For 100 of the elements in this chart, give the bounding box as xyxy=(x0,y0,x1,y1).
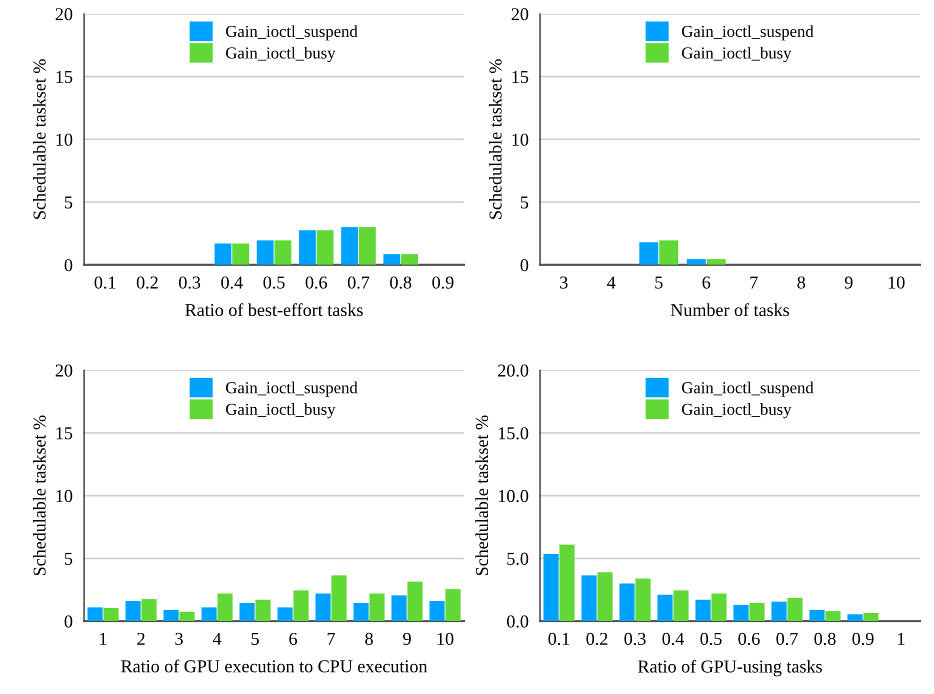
bar xyxy=(383,254,400,265)
bar xyxy=(407,582,423,622)
x-tick-label: 0.9 xyxy=(432,276,454,289)
legend-label: Gain_ioctl_busy xyxy=(682,403,792,418)
x-tick-label: 9 xyxy=(844,276,853,289)
x-tick-label: 0.6 xyxy=(738,632,760,646)
x-tick-label: 7 xyxy=(750,276,758,288)
y-tick-label: 15 xyxy=(56,70,72,84)
bar xyxy=(255,600,271,622)
x-tick-label: 0.6 xyxy=(306,276,328,289)
x-tick-label: 6 xyxy=(289,632,298,645)
bar xyxy=(256,240,274,265)
bar xyxy=(657,594,673,622)
y-tick-label: 5 xyxy=(64,196,72,209)
bar xyxy=(635,578,651,622)
bar xyxy=(863,612,879,622)
x-tick-label: 0.5 xyxy=(700,632,722,646)
bar xyxy=(581,575,597,622)
y-tick-label: 15 xyxy=(512,70,528,84)
bar xyxy=(274,240,292,265)
bar xyxy=(559,544,575,622)
y-tick-label: 5 xyxy=(64,552,72,565)
x-tick-label: 8 xyxy=(797,276,806,289)
legend-label: Gain_ioctl_suspend xyxy=(682,382,814,397)
x-tick-label: 3 xyxy=(560,276,568,289)
bar xyxy=(103,608,119,622)
bar xyxy=(179,612,195,622)
bar xyxy=(619,583,635,622)
x-tick-label: 8 xyxy=(365,632,373,645)
y-tick-label: 20 xyxy=(56,364,72,377)
x-tick-label: 10 xyxy=(888,276,905,289)
y-tick-label: 10 xyxy=(512,134,528,146)
bar xyxy=(543,554,559,622)
bar xyxy=(316,230,334,265)
bar xyxy=(331,575,347,622)
x-tick-label: 0.8 xyxy=(814,632,836,646)
x-tick-label: 10 xyxy=(438,632,454,645)
bar xyxy=(809,610,825,622)
x-tick-label: 0.5 xyxy=(263,276,285,289)
bar xyxy=(232,243,250,265)
x-tick-label: 6 xyxy=(702,276,710,289)
x-tick-label: 5 xyxy=(252,632,259,645)
y-tick-label: 15.0 xyxy=(498,427,528,440)
x-tick-label: 0.1 xyxy=(548,632,570,646)
x-tick-label: 2 xyxy=(137,632,145,645)
x-tick-label: 0.1 xyxy=(94,276,116,289)
bar xyxy=(706,259,726,265)
legend-label: Gain_ioctl_busy xyxy=(226,403,336,418)
x-tick-label: 0.2 xyxy=(136,276,158,289)
x-tick-label: 5 xyxy=(655,276,663,289)
bar xyxy=(125,601,141,622)
y-tick-label: 20.0 xyxy=(498,364,528,377)
y-axis-title: Schedulable taskset % xyxy=(475,416,488,576)
bar xyxy=(787,598,803,622)
bar xyxy=(163,610,179,622)
legend-label: Gain_ioctl_busy xyxy=(682,46,792,62)
x-tick-label: 4 xyxy=(607,276,616,288)
bar xyxy=(659,240,678,265)
x-tick-label: 0.7 xyxy=(348,276,370,289)
bar xyxy=(749,602,765,622)
bar xyxy=(597,572,613,622)
x-tick-label: 0.2 xyxy=(586,632,608,646)
x-tick-label: 0.7 xyxy=(776,632,798,646)
bar xyxy=(847,614,863,622)
y-axis-title: Schedulable taskset % xyxy=(32,416,46,576)
x-axis-title: Ratio of best-effort tasks xyxy=(185,303,363,316)
x-tick-label: 1 xyxy=(898,632,904,645)
legend-label: Gain_ioctl_suspend xyxy=(682,25,814,40)
y-tick-label: 10.0 xyxy=(498,490,528,502)
bar xyxy=(771,602,787,622)
bar xyxy=(369,594,385,622)
bar xyxy=(429,601,445,622)
y-tick-label: 5.0 xyxy=(507,552,528,565)
bar xyxy=(686,259,706,265)
bar xyxy=(298,230,316,265)
bar xyxy=(214,243,232,265)
y-tick-label: 0 xyxy=(64,259,72,272)
x-tick-label: 0.9 xyxy=(852,632,874,646)
y-tick-label: 5 xyxy=(520,196,528,209)
bar xyxy=(239,602,255,622)
bar xyxy=(639,242,658,265)
x-tick-label: 4 xyxy=(212,632,222,645)
legend-label: Gain_ioctl_suspend xyxy=(226,25,358,40)
x-tick-label: 0.3 xyxy=(179,276,200,289)
x-tick-label: 0.8 xyxy=(390,276,412,289)
bar xyxy=(445,589,461,622)
x-axis-title: Ratio of GPU execution to CPU execution xyxy=(121,660,428,672)
bar xyxy=(141,599,157,622)
x-tick-label: 0.4 xyxy=(662,632,684,646)
bar xyxy=(391,595,407,622)
bar xyxy=(733,604,749,622)
bar xyxy=(401,254,418,265)
legend-label: Gain_ioctl_busy xyxy=(226,46,336,62)
y-tick-label: 10 xyxy=(56,490,72,502)
bar xyxy=(341,227,358,265)
bar xyxy=(315,594,331,622)
x-tick-label: 7 xyxy=(328,632,336,645)
bar xyxy=(358,227,376,265)
bar xyxy=(353,602,369,622)
bar xyxy=(825,611,841,622)
